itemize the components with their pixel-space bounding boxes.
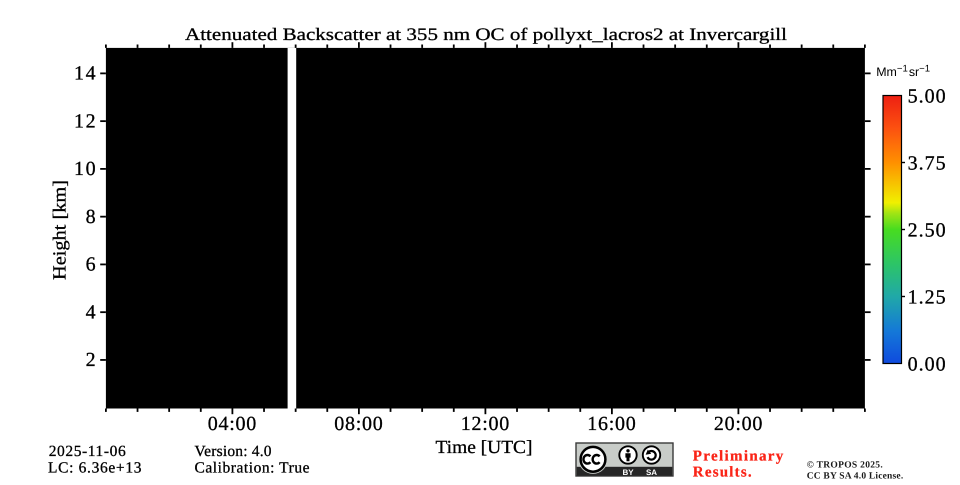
svg-text:3.75: 3.75 [908, 153, 946, 175]
svg-text:8: 8 [86, 206, 96, 228]
svg-text:0.00: 0.00 [908, 354, 946, 376]
svg-text:2.50: 2.50 [908, 220, 946, 242]
svg-text:10: 10 [74, 158, 96, 180]
svg-text:Results.: Results. [693, 464, 752, 480]
svg-text:Mm−1 sr−1: Mm−1 sr−1 [876, 63, 930, 79]
svg-text:2025-11-06: 2025-11-06 [49, 443, 126, 460]
svg-text:2: 2 [86, 349, 96, 371]
svg-text:Time [UTC]: Time [UTC] [436, 438, 533, 458]
svg-text:5.00: 5.00 [908, 86, 946, 108]
svg-text:04:00: 04:00 [208, 413, 257, 435]
svg-text:12:00: 12:00 [461, 413, 510, 435]
svg-text:Preliminary: Preliminary [693, 449, 784, 465]
svg-text:1.25: 1.25 [908, 287, 946, 309]
svg-text:SA: SA [646, 468, 657, 477]
svg-text:Attenuated Backscatter at 355: Attenuated Backscatter at 355 nm OC of p… [185, 24, 787, 44]
svg-text:LC: 6.36e+13: LC: 6.36e+13 [48, 459, 142, 476]
svg-text:Version: 4.0: Version: 4.0 [195, 443, 272, 460]
svg-text:© TROPOS 2025.: © TROPOS 2025. [807, 460, 883, 470]
svg-text:6: 6 [86, 254, 96, 276]
svg-text:14: 14 [74, 63, 96, 85]
svg-text:16:00: 16:00 [587, 413, 636, 435]
svg-text:20:00: 20:00 [714, 413, 763, 435]
svg-text:BY: BY [622, 468, 634, 477]
svg-text:08:00: 08:00 [334, 413, 383, 435]
svg-text:Calibration: True: Calibration: True [195, 459, 310, 476]
svg-text:Height [km]: Height [km] [51, 180, 71, 280]
svg-text:12: 12 [74, 110, 96, 132]
svg-text:CC BY SA 4.0 License.: CC BY SA 4.0 License. [807, 471, 904, 480]
svg-text:4: 4 [86, 302, 96, 324]
